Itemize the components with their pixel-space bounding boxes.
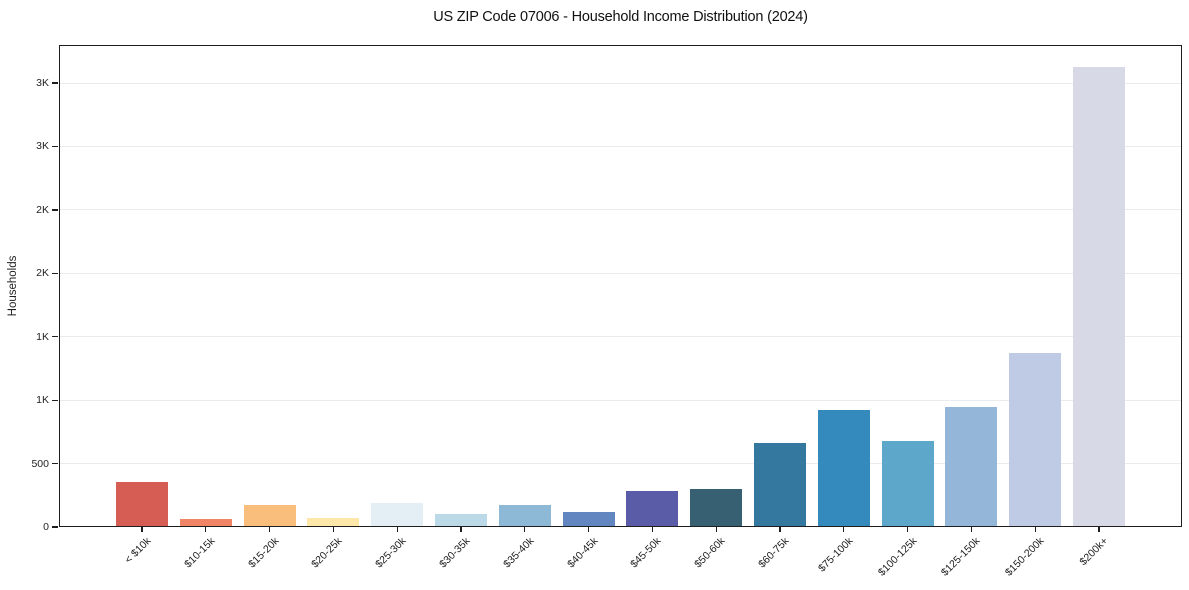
gridline: [59, 399, 1182, 401]
x-tick-mark: [205, 527, 207, 532]
y-tick-label: 0: [43, 521, 49, 533]
y-tick-mark: [52, 462, 58, 465]
gridlines-layer: [59, 45, 1182, 527]
y-tick-mark: [52, 526, 58, 528]
bar-45-50k: [626, 490, 679, 527]
y-tick-label: 2K: [36, 203, 49, 216]
x-tick-label: $75-100k: [815, 535, 856, 575]
x-tick-mark: [715, 527, 717, 532]
bar-125-150k: [945, 407, 998, 527]
bar-100-125k: [881, 441, 934, 527]
x-tick-mark: [779, 527, 781, 532]
x-tick-mark: [1034, 527, 1036, 532]
bar-30-35k: [434, 513, 487, 527]
x-tick-label: $15-20k: [245, 535, 282, 571]
y-axis-label: Households: [7, 255, 19, 317]
x-tick-mark: [396, 527, 398, 532]
gridline: [59, 272, 1182, 274]
x-tick-label: $25-30k: [373, 535, 409, 571]
x-tick-mark: [587, 527, 590, 532]
x-tick-label: $30-35k: [437, 535, 473, 571]
y-tick-mark: [52, 336, 58, 338]
bar-150-200k: [1009, 352, 1062, 527]
x-tick-label: $150-200k: [1003, 535, 1047, 579]
y-tick-mark: [52, 399, 58, 401]
x-tick-label: $35-40k: [500, 535, 537, 571]
x-tick-label: $10-15k: [181, 535, 218, 571]
x-tick-label: < $10k: [122, 535, 154, 566]
bar-15-20k: [243, 504, 296, 527]
gridline: [59, 209, 1182, 211]
x-tick-label: $125-150k: [939, 535, 983, 579]
bar-10k: [115, 481, 168, 527]
x-tick-label: $40-45k: [564, 535, 601, 571]
bar-25-30k: [371, 502, 424, 527]
bar-60-75k: [754, 442, 807, 527]
bar-20-25k: [307, 518, 360, 527]
gridline: [59, 463, 1182, 465]
y-tick-label: 3K: [36, 140, 49, 153]
y-tick-mark: [52, 272, 58, 274]
gridline: [59, 82, 1182, 84]
x-tick-mark: [268, 527, 271, 532]
y-tick-label: 1K: [36, 330, 49, 343]
x-tick-label: $20-25k: [309, 535, 345, 571]
bar-40-45k: [562, 511, 615, 527]
y-tick-label: 2K: [36, 267, 49, 280]
x-tick-mark: [843, 527, 845, 532]
x-tick-label: $100-125k: [875, 535, 920, 579]
y-tick-label: 3K: [36, 77, 49, 90]
y-tick-mark: [52, 82, 58, 84]
bar-75-100k: [817, 409, 870, 527]
bar-200k+: [1073, 67, 1126, 527]
x-tick-mark: [332, 527, 334, 532]
x-tick-mark: [1098, 527, 1100, 532]
y-tick-mark: [52, 209, 58, 211]
y-tick-label: 1K: [36, 394, 49, 407]
bar-35-40k: [498, 505, 551, 527]
x-tick-mark: [141, 527, 143, 532]
chart-title: US ZIP Code 07006 - Household Income Dis…: [433, 9, 808, 25]
x-tick-mark: [460, 527, 462, 532]
bar-50-60k: [690, 488, 743, 527]
x-tick-mark: [907, 527, 909, 532]
gridline: [59, 145, 1182, 147]
y-tick-mark: [52, 145, 58, 148]
bars-layer: [59, 45, 1182, 527]
x-tick-label: $50-60k: [692, 535, 728, 571]
x-tick-mark: [970, 527, 973, 532]
x-tick-mark: [651, 527, 654, 532]
y-tick-label: 500: [31, 457, 49, 470]
x-tick-label: $200k+: [1077, 535, 1111, 569]
plot-area: 0 500 1K 1K 2K 2K 3K 3K < $10k $10-15k $15-20k $20…: [31, 45, 1182, 579]
bar-10-15k: [179, 518, 232, 527]
x-tick-mark: [524, 527, 526, 532]
x-tick-label: $60-75k: [756, 535, 792, 571]
gridline: [59, 336, 1182, 338]
x-tick-label: $45-50k: [628, 535, 664, 571]
